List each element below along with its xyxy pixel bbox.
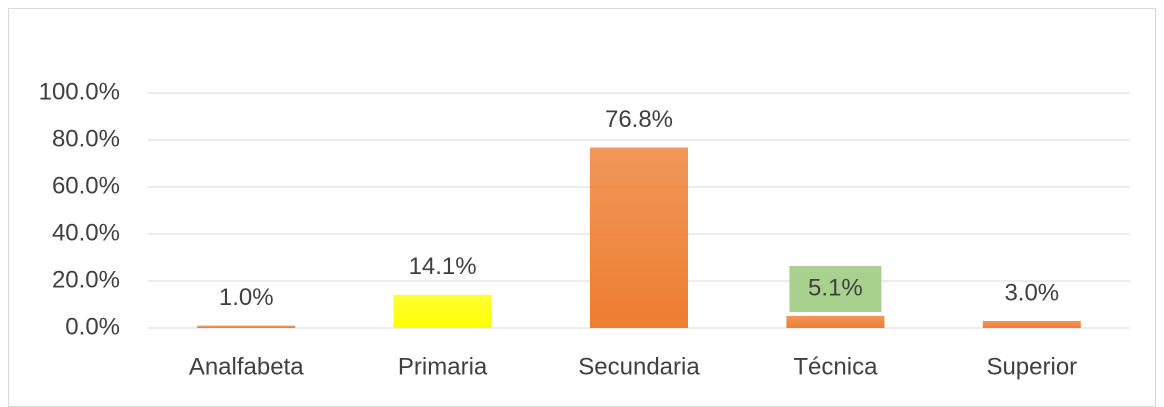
bar: [982, 320, 1081, 328]
y-tick-label: 0.0%: [65, 313, 120, 340]
x-tick-label: Analfabeta: [189, 353, 304, 380]
bar: [590, 147, 688, 328]
x-tick-label: Primaria: [398, 353, 488, 380]
bar: [197, 325, 296, 328]
chart-frame: [8, 8, 1156, 407]
value-label: 14.1%: [409, 253, 477, 280]
y-tick-label: 20.0%: [52, 266, 120, 293]
y-tick-label: 100.0%: [39, 78, 120, 105]
y-tick-label: 40.0%: [52, 219, 120, 246]
value-label: 3.0%: [1004, 279, 1059, 306]
value-label: 1.0%: [219, 284, 274, 311]
y-tick-label: 60.0%: [52, 172, 120, 199]
x-tick-label: Secundaria: [578, 353, 700, 380]
x-tick-label: Técnica: [793, 353, 878, 380]
x-tick-label: Superior: [986, 353, 1077, 380]
bar: [786, 316, 885, 328]
y-tick-label: 80.0%: [52, 125, 120, 152]
bar: [393, 294, 492, 328]
value-label-background: [789, 266, 882, 313]
value-label: 5.1%: [808, 274, 863, 301]
value-label: 76.8%: [605, 106, 673, 133]
